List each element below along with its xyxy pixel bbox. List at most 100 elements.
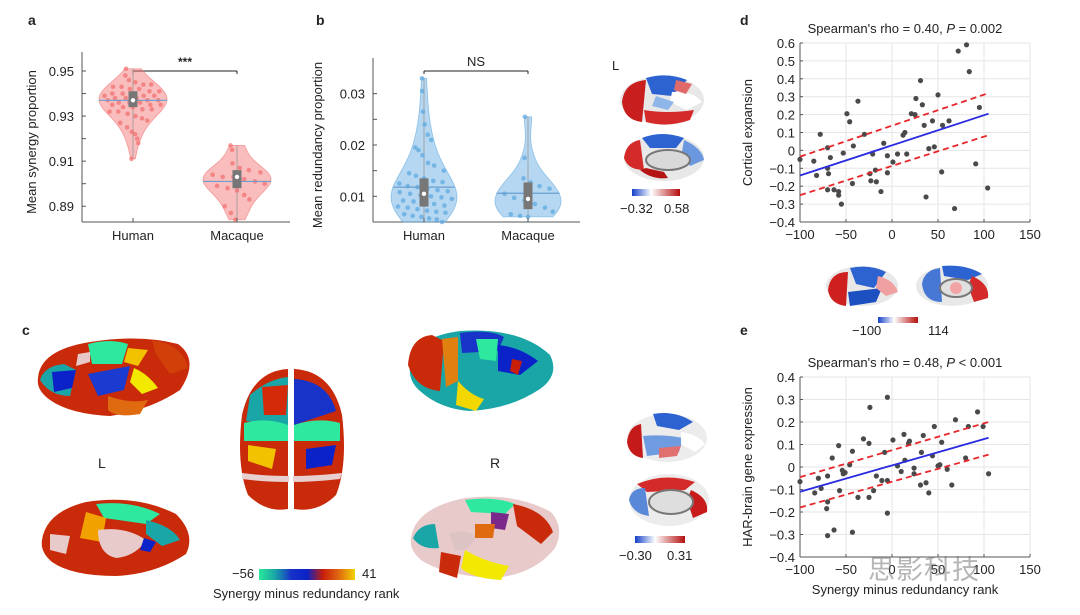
y-tick-label: 0.91 bbox=[49, 154, 74, 169]
x-tick-label: Human bbox=[403, 228, 445, 243]
significance-label: NS bbox=[467, 54, 485, 69]
data-point bbox=[129, 156, 134, 162]
violin-macaque bbox=[494, 114, 562, 220]
panel-label-d: d bbox=[740, 12, 749, 28]
data-point bbox=[434, 217, 440, 222]
y-tick-label: −0.4 bbox=[769, 215, 795, 230]
data-point bbox=[911, 471, 917, 477]
medial-brain-surface bbox=[629, 474, 709, 526]
data-point bbox=[439, 195, 444, 200]
data-point bbox=[397, 189, 402, 195]
data-point bbox=[873, 179, 879, 185]
data-point bbox=[136, 86, 142, 92]
y-tick-label: 0.3 bbox=[777, 393, 795, 408]
x-tick-label: 150 bbox=[1019, 562, 1041, 577]
data-point bbox=[132, 131, 138, 137]
data-point bbox=[420, 152, 425, 158]
violin-chart-redundancy: 0.01 0.02 0.03 Mean redundancy proportion NS… bbox=[310, 54, 580, 243]
y-axis-label: Mean synergy proportion bbox=[24, 70, 39, 214]
y-tick-label: −0.2 bbox=[769, 505, 795, 520]
data-point bbox=[811, 158, 817, 164]
data-point bbox=[119, 84, 124, 90]
data-point bbox=[123, 66, 129, 72]
data-point bbox=[158, 102, 163, 108]
data-point bbox=[866, 440, 872, 446]
x-tick-label: −100 bbox=[785, 562, 814, 577]
regression-line bbox=[799, 112, 989, 177]
y-tick-label: −0.2 bbox=[769, 179, 795, 194]
data-point bbox=[406, 170, 412, 176]
data-point bbox=[133, 79, 138, 85]
data-point bbox=[923, 480, 929, 486]
colorbar bbox=[635, 536, 685, 543]
regression-line bbox=[799, 436, 989, 493]
data-point bbox=[963, 42, 970, 48]
y-tick-label: 0.95 bbox=[49, 64, 74, 79]
data-point bbox=[890, 437, 896, 443]
data-point bbox=[428, 137, 434, 143]
y-tick-label: 0.1 bbox=[777, 126, 795, 141]
iqr-box bbox=[232, 170, 242, 189]
data-point bbox=[919, 102, 925, 108]
data-point bbox=[537, 183, 542, 189]
x-tick-label: Macaque bbox=[210, 228, 263, 243]
data-point bbox=[141, 93, 146, 99]
data-point bbox=[241, 192, 247, 198]
x-tick-label: Macaque bbox=[501, 228, 554, 243]
data-point bbox=[125, 111, 130, 117]
data-point bbox=[911, 465, 917, 471]
median-marker bbox=[525, 196, 531, 202]
median-marker bbox=[421, 191, 427, 196]
data-point bbox=[258, 170, 263, 175]
data-point bbox=[855, 494, 861, 500]
colorbar-max-label: 41 bbox=[362, 566, 377, 581]
data-point bbox=[918, 449, 925, 455]
x-tick-label: 50 bbox=[931, 562, 945, 577]
chart-title: Spearman's rho = 0.40, P = 0.002 bbox=[808, 21, 1003, 36]
data-point bbox=[939, 169, 945, 175]
data-point bbox=[230, 161, 235, 166]
medial-brain-surface bbox=[916, 265, 989, 306]
data-point bbox=[868, 178, 874, 184]
data-point bbox=[921, 122, 927, 128]
data-point bbox=[812, 490, 818, 496]
watermark: 思影科技 bbox=[868, 555, 980, 586]
colorbar-title: Synergy minus redundancy rank bbox=[213, 586, 400, 601]
y-tick-label: −0.3 bbox=[769, 528, 795, 543]
violin-human bbox=[98, 66, 168, 162]
data-point bbox=[985, 185, 991, 191]
data-point bbox=[917, 482, 924, 488]
data-point bbox=[825, 499, 831, 505]
x-tick-label: −50 bbox=[835, 227, 857, 242]
data-point bbox=[109, 102, 115, 108]
data-point bbox=[147, 88, 152, 94]
data-point bbox=[521, 176, 526, 181]
y-axis-label: Mean redundancy proportion bbox=[310, 62, 325, 228]
data-point bbox=[136, 140, 141, 146]
hemisphere-label-l: L bbox=[612, 58, 620, 73]
data-point bbox=[882, 449, 888, 455]
data-point bbox=[923, 194, 929, 200]
data-point bbox=[890, 159, 896, 165]
data-point bbox=[120, 91, 125, 96]
data-point bbox=[430, 178, 436, 184]
violin-chart-synergy: 0.89 0.91 0.93 0.95 Mean synergy proportion *… bbox=[24, 52, 290, 243]
data-point bbox=[836, 443, 842, 449]
data-point bbox=[247, 197, 252, 202]
data-point bbox=[980, 423, 986, 430]
y-axis-label: HAR-brain gene expression bbox=[740, 387, 755, 547]
data-point bbox=[416, 147, 421, 153]
data-point bbox=[411, 199, 416, 204]
significance-label: *** bbox=[178, 55, 192, 69]
data-point bbox=[440, 179, 445, 185]
data-point bbox=[525, 214, 531, 220]
data-point bbox=[147, 102, 153, 108]
lateral-brain-surface bbox=[620, 75, 704, 125]
data-point bbox=[815, 475, 821, 481]
data-point bbox=[134, 136, 140, 141]
data-point bbox=[123, 95, 129, 101]
data-point bbox=[912, 112, 918, 118]
data-point bbox=[413, 173, 419, 179]
data-point bbox=[944, 466, 950, 472]
data-point bbox=[866, 494, 872, 500]
